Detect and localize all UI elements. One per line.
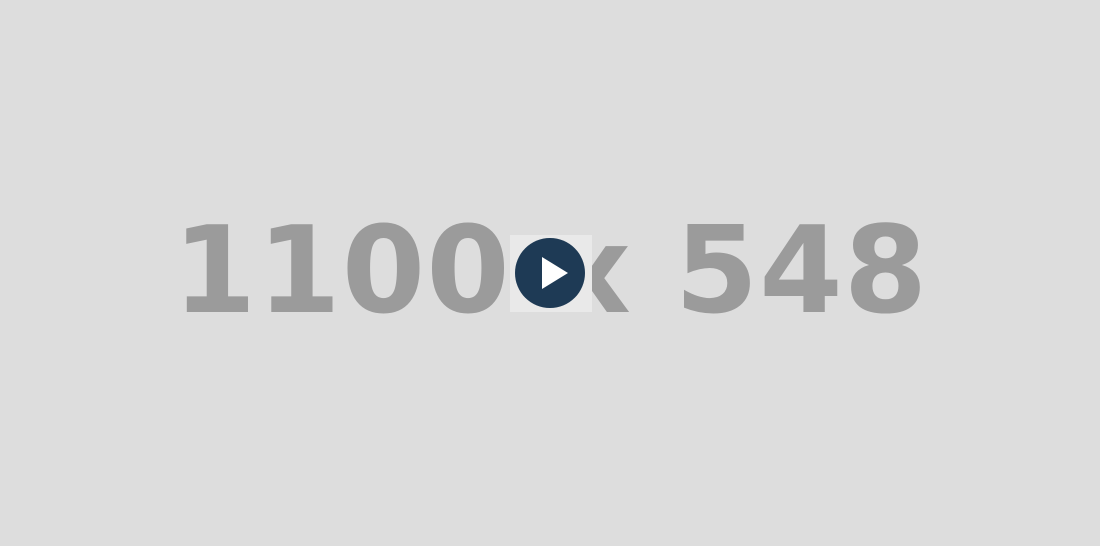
play-button[interactable] <box>514 237 586 309</box>
play-icon <box>514 237 586 309</box>
